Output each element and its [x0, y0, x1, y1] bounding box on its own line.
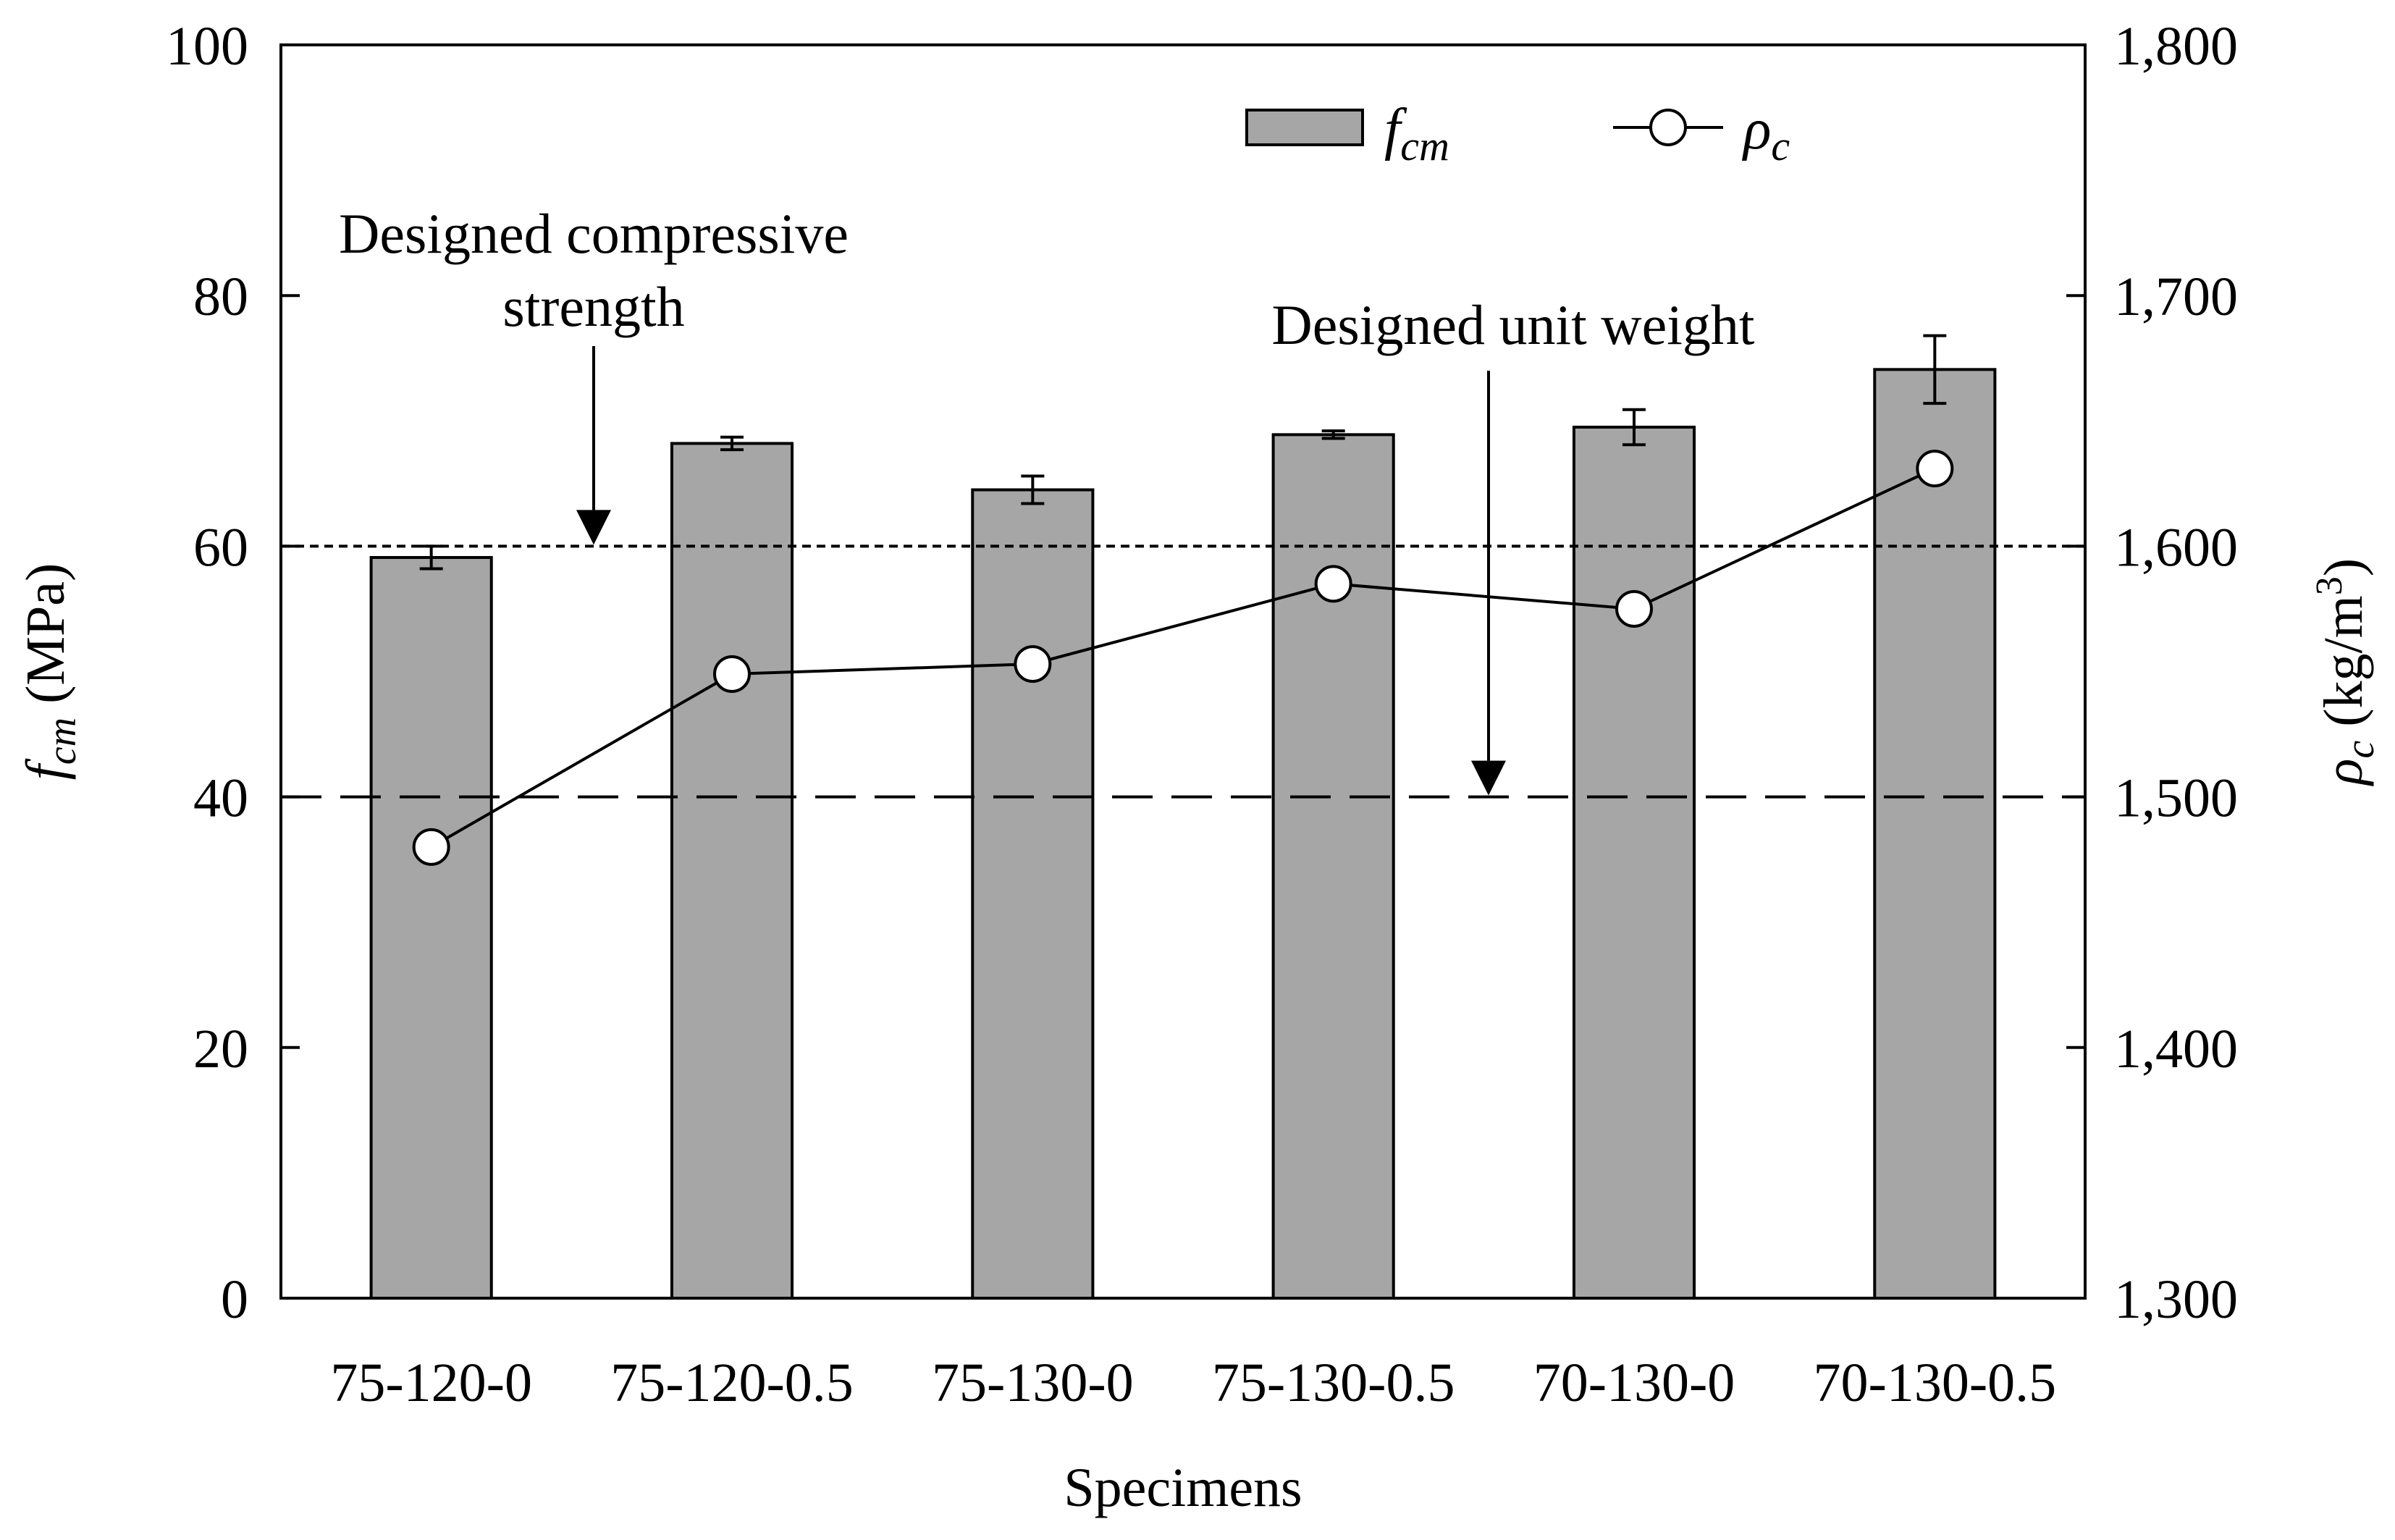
designed-compressive-strength-label: Designed compressive strength — [339, 202, 849, 338]
y2-tick-label: 1,800 — [2114, 16, 2238, 77]
bar — [1271, 433, 1395, 1300]
plot-area-frame — [279, 43, 2087, 1300]
bar — [369, 555, 493, 1300]
density-marker — [1916, 450, 1954, 488]
x-axis-title: Specimens — [1064, 1457, 1302, 1518]
legend-subscript: cm — [1400, 122, 1449, 169]
x-tick-label: 75-130-0 — [932, 1352, 1134, 1413]
bar — [971, 488, 1095, 1300]
y-tick-label: 20 — [193, 1019, 248, 1080]
legend-marker-rhoc — [1649, 109, 1687, 146]
y2-tick-label: 1,700 — [2114, 266, 2238, 327]
y-tick-label: 0 — [221, 1269, 248, 1330]
bar — [670, 442, 794, 1300]
y-tick-label: 80 — [193, 266, 248, 327]
legend-subscript: c — [1771, 122, 1790, 169]
x-tick-label: 70-130-0.5 — [1814, 1352, 2057, 1413]
density-marker — [713, 655, 751, 693]
y2-axis-unit-close: ) — [2313, 558, 2374, 576]
x-tick-label: 75-130-0.5 — [1212, 1352, 1455, 1413]
bar — [1873, 368, 1997, 1300]
annotation-line: strength — [502, 275, 684, 338]
y2-axis-symbol: ρ — [2313, 759, 2374, 786]
compressive-strength-arrow-head — [576, 510, 611, 545]
density-marker — [1314, 565, 1352, 603]
density-marker — [412, 828, 450, 866]
y-tick-label: 60 — [193, 517, 248, 578]
bar — [1572, 425, 1696, 1300]
unit-weight-arrow-head — [1471, 760, 1506, 796]
y-tick-label: 100 — [166, 16, 248, 77]
y-axis-subscript: cm — [40, 718, 85, 765]
density-marker — [1014, 645, 1052, 683]
legend-symbol: ρ — [1741, 98, 1771, 161]
y-tick-label: 40 — [193, 768, 248, 829]
y-axis-title: fcm (MPa) — [15, 563, 85, 780]
legend-label-rhoc: ρc — [1741, 98, 1790, 169]
density-line — [430, 467, 1936, 849]
y2-tick-label: 1,400 — [2114, 1019, 2238, 1080]
y2-axis-unit-superscript: 3 — [2309, 576, 2350, 595]
density-marker — [1615, 589, 1653, 628]
legend-swatch-fcm — [1245, 109, 1364, 146]
y2-axis-title: ρc (kg/m3) — [2309, 558, 2383, 786]
annotation-line: Designed compressive — [339, 202, 849, 265]
x-tick-label: 75-120-0.5 — [610, 1352, 854, 1413]
y-axis-unit: (MPa) — [15, 563, 76, 718]
y2-axis-subscript: c — [2338, 741, 2383, 759]
x-tick-label: 70-130-0 — [1533, 1352, 1735, 1413]
y2-tick-label: 1,500 — [2114, 768, 2238, 829]
y2-axis-unit: (kg/m — [2313, 595, 2374, 741]
y2-tick-label: 1,600 — [2114, 517, 2238, 578]
designed-unit-weight-label: Designed unit weight — [1271, 293, 1755, 356]
legend-label-fcm: fcm — [1384, 98, 1449, 169]
x-tick-label: 75-120-0 — [330, 1352, 532, 1413]
y2-tick-label: 1,300 — [2114, 1269, 2238, 1330]
